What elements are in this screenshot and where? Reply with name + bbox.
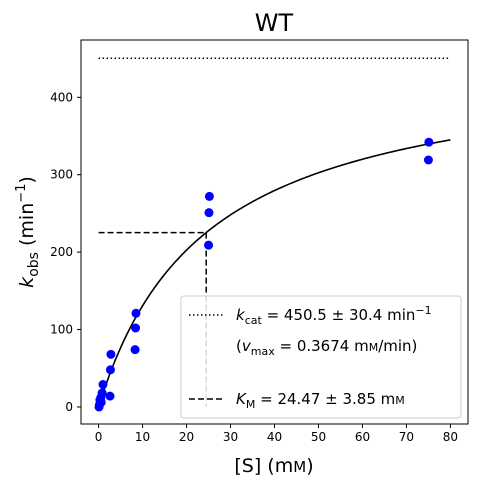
x-tick-label: 30: [223, 430, 238, 444]
legend-kcat-label: kcat = 450.5 ± 30.4 min−1: [236, 304, 432, 327]
data-point: [131, 323, 141, 333]
x-tick-label: 0: [95, 430, 103, 444]
x-tick-label: 70: [399, 430, 414, 444]
chart-title: WT: [255, 9, 294, 37]
data-point: [204, 191, 214, 201]
x-tick-label: 50: [311, 430, 326, 444]
data-point: [424, 137, 434, 147]
legend-box: [180, 295, 462, 419]
legend: kcat = 450.5 ± 30.4 min−1 (vmax = 0.3674…: [180, 295, 462, 419]
y-tick-label: 0: [65, 400, 73, 414]
x-tick-label: 10: [135, 430, 150, 444]
y-axis: 0 100 200 300 400: [50, 90, 81, 414]
data-point: [105, 365, 115, 375]
data-point: [98, 380, 108, 390]
y-axis-label: kobs (min−1): [14, 176, 42, 288]
data-point: [131, 308, 141, 318]
data-point: [105, 391, 115, 401]
data-point: [106, 349, 116, 359]
data-point: [96, 397, 106, 407]
x-axis: 0 10 20 30 40 50 60 70 80: [95, 424, 458, 444]
x-axis-label: [S] (mM): [234, 455, 313, 477]
y-tick-label: 300: [50, 168, 73, 182]
data-point: [423, 155, 433, 165]
data-point: [97, 388, 107, 398]
x-tick-label: 20: [179, 430, 194, 444]
x-tick-label: 80: [443, 430, 458, 444]
y-tick-label: 400: [50, 90, 73, 104]
data-point: [130, 345, 140, 355]
plot-content: [94, 57, 451, 412]
data-point: [204, 240, 214, 250]
fit-curve: [97, 139, 451, 408]
y-tick-label: 100: [50, 323, 73, 337]
x-tick-label: 40: [267, 430, 282, 444]
x-tick-label: 60: [355, 430, 370, 444]
legend-km-label: KM = 24.47 ± 3.85 mM: [236, 390, 405, 411]
data-point: [204, 208, 214, 218]
legend-vmax-label: (vmax = 0.3674 mM/min): [236, 337, 417, 358]
y-tick-label: 200: [50, 245, 73, 259]
